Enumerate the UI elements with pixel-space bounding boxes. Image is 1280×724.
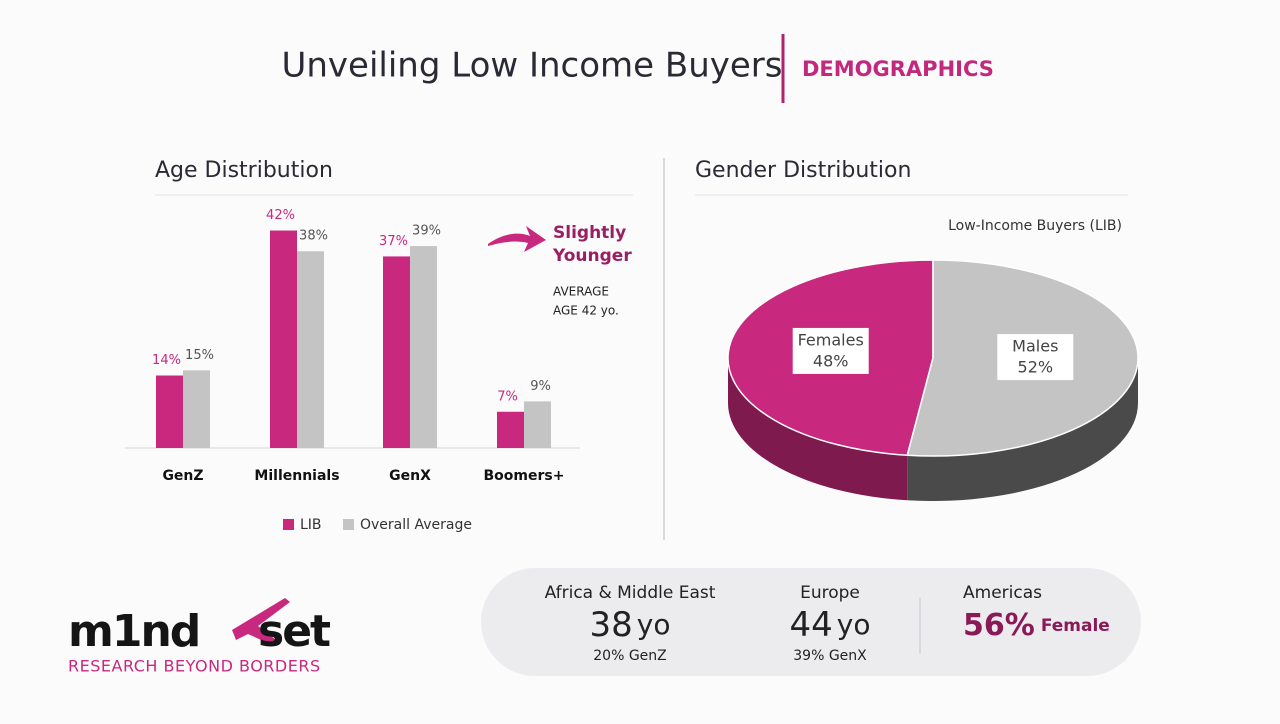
- bar: [156, 375, 183, 448]
- regions-panel: [481, 568, 1141, 676]
- pie-label-box: [997, 334, 1074, 381]
- logo-tagline: RESEARCH BEYOND BORDERS: [68, 657, 321, 676]
- callout-title: Younger: [552, 246, 632, 266]
- region-detail: 20% GenZ: [593, 648, 667, 664]
- data-label: 39%: [412, 224, 441, 239]
- region-stat: 56% Female: [963, 608, 1110, 643]
- pie-side: [728, 358, 908, 501]
- region-value: 38: [590, 605, 633, 645]
- data-label: 7%: [497, 389, 518, 404]
- chart-subtitle: Low-Income Buyers (LIB): [948, 218, 1122, 234]
- pie-label-box: [792, 327, 869, 374]
- bar: [410, 246, 437, 448]
- data-label: 9%: [530, 379, 551, 394]
- legend-label: LIB: [300, 517, 322, 533]
- data-label: 38%: [299, 229, 328, 244]
- pie-value-label: 48%: [813, 351, 849, 370]
- region-stat: 38 yo: [590, 605, 671, 645]
- region-unit: Female: [1041, 616, 1110, 636]
- section-label: DEMOGRAPHICS: [802, 57, 994, 81]
- x-tick-label: Millennials: [254, 468, 339, 484]
- pie-label: Females: [798, 330, 864, 349]
- data-label: 42%: [266, 208, 295, 223]
- region-value: 44: [790, 605, 833, 645]
- bar: [497, 411, 524, 448]
- callout-arrow: [488, 226, 546, 252]
- bar: [524, 401, 551, 448]
- callout-title: Slightly: [553, 223, 626, 243]
- x-tick-label: Boomers+: [484, 468, 565, 484]
- callout-note: AVERAGE: [553, 285, 609, 299]
- pie-label: Males: [1012, 337, 1058, 356]
- data-label: 14%: [152, 353, 181, 368]
- pie-value-label: 52%: [1018, 358, 1054, 377]
- bar: [383, 256, 410, 448]
- logo-word: set: [258, 606, 331, 657]
- slide-title: Unveiling Low Income Buyers: [281, 46, 782, 86]
- x-tick-label: GenX: [389, 468, 431, 484]
- region-value: 56%: [963, 608, 1035, 643]
- region-name: Americas: [963, 583, 1042, 603]
- region-unit: yo: [637, 608, 671, 641]
- region-stat: 44 yo: [790, 605, 871, 645]
- callout-note: AGE 42 yo.: [553, 304, 619, 318]
- logo-plane: [232, 598, 290, 644]
- chart-title: Gender Distribution: [695, 158, 911, 183]
- x-tick-label: GenZ: [162, 468, 203, 484]
- region-unit: yo: [837, 608, 871, 641]
- region-name: Africa & Middle East: [545, 583, 716, 603]
- data-label: 15%: [185, 348, 214, 363]
- legend-swatch: [283, 519, 294, 530]
- legend-swatch: [343, 519, 354, 530]
- pie-side: [907, 358, 1138, 501]
- region-detail: 39% GenX: [793, 648, 867, 664]
- data-label: 37%: [379, 234, 408, 249]
- bar: [183, 370, 210, 448]
- logo-word: m1nd: [68, 606, 199, 657]
- bar: [297, 251, 324, 448]
- bar: [270, 230, 297, 448]
- region-name: Europe: [800, 583, 860, 603]
- chart-title: Age Distribution: [155, 158, 333, 183]
- legend-label: Overall Average: [360, 517, 472, 533]
